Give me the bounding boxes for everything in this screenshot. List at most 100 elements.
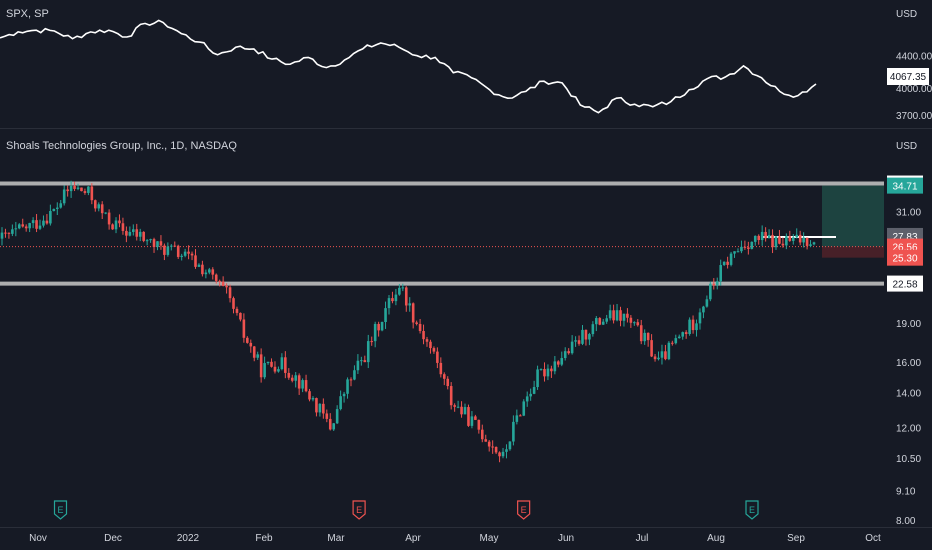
candle [62, 185, 66, 206]
candle [553, 356, 557, 375]
candle-body [574, 340, 577, 342]
price-y-tick: 19.00 [896, 319, 921, 330]
price-y-tick: 31.00 [896, 207, 921, 218]
candle-body [28, 223, 31, 229]
candle-body [176, 245, 180, 257]
candle [546, 364, 550, 381]
candle [138, 228, 142, 242]
candle-body [522, 401, 526, 416]
candle [180, 253, 183, 261]
candle [398, 283, 401, 296]
candle-body [149, 239, 152, 241]
candle [636, 319, 640, 327]
candle [446, 376, 450, 390]
price-y-tick: 12.00 [896, 424, 921, 435]
candle-body [415, 322, 418, 324]
candle-body [163, 245, 166, 255]
candle [80, 187, 83, 192]
candle-body [774, 236, 778, 248]
candle [660, 344, 664, 365]
candle-body [69, 185, 73, 192]
candle [235, 306, 239, 316]
candle-body [650, 340, 653, 357]
candle-body [152, 239, 156, 247]
candle-body [59, 203, 63, 208]
candle [764, 227, 767, 242]
candle [487, 439, 491, 452]
candle-body [170, 245, 173, 247]
candle [363, 355, 367, 363]
candle [719, 259, 723, 286]
candle-body [401, 287, 405, 289]
candle-body [225, 285, 228, 288]
candle-body [263, 363, 266, 378]
candle [315, 397, 318, 417]
candle-body [536, 369, 539, 388]
price-pane[interactable]: Shoals Technologies Group, Inc., 1D, NAS… [0, 140, 932, 544]
candle-body [525, 396, 529, 402]
candle-body [791, 237, 795, 241]
candle-body [567, 351, 570, 354]
candle [508, 441, 512, 451]
candle-body [484, 439, 488, 442]
candle-body [788, 236, 792, 241]
stop-zone[interactable] [822, 246, 884, 258]
candle [45, 214, 49, 225]
candle-body [404, 287, 408, 306]
candle-body [214, 274, 218, 281]
candle-body [646, 332, 650, 341]
candle [208, 267, 211, 275]
candle-body [62, 189, 66, 204]
earnings-label: E [749, 505, 755, 515]
candle [439, 357, 443, 378]
candle-body [633, 322, 636, 324]
candle-body [349, 379, 353, 381]
candle [691, 315, 695, 334]
price-tag-label: 26.56 [892, 243, 917, 254]
candle [494, 446, 498, 455]
candle-body [722, 261, 726, 266]
candle-body [97, 204, 101, 209]
candle-body [667, 342, 671, 360]
candle [73, 181, 76, 192]
time-tick-label: Nov [29, 533, 47, 544]
candle-body [660, 351, 664, 358]
candle [256, 351, 259, 360]
candle [7, 232, 11, 239]
candle-body [114, 220, 118, 230]
candle [176, 244, 180, 259]
earnings-marker: E [352, 500, 366, 520]
spx-pane[interactable]: SPX, SP USD 4400.00 3700.00 4067.35 4000.… [0, 8, 932, 122]
candle-body [460, 406, 463, 415]
time-tick-label: Sep [787, 533, 805, 544]
candle [557, 360, 560, 368]
candle [429, 339, 432, 354]
spx-axis-ticks: 4400.00 3700.00 [896, 52, 932, 122]
candle [190, 251, 194, 261]
candle-body [83, 191, 87, 193]
candle [653, 353, 657, 362]
candle-body [781, 243, 785, 246]
candle [698, 308, 702, 330]
candle-body [14, 228, 18, 230]
candle [626, 308, 629, 323]
candle-body [508, 441, 512, 450]
candle-body [328, 418, 332, 430]
time-axis[interactable]: Nov Dec 2022 Feb Mar Apr May Jun Jul Aug Sep Oct [0, 527, 932, 545]
candle-body [740, 246, 743, 252]
candle [35, 214, 38, 233]
candle [145, 239, 149, 246]
candle [543, 362, 546, 382]
candle-body [266, 361, 270, 364]
candle [467, 404, 470, 427]
candle-body [304, 380, 308, 392]
candle-body [377, 323, 380, 331]
candle [311, 396, 315, 402]
candle-body [501, 451, 505, 457]
candle [166, 242, 170, 257]
candle-body [798, 234, 802, 243]
candle-body [615, 310, 619, 321]
time-tick-label: Feb [255, 533, 273, 544]
candle [135, 223, 139, 241]
